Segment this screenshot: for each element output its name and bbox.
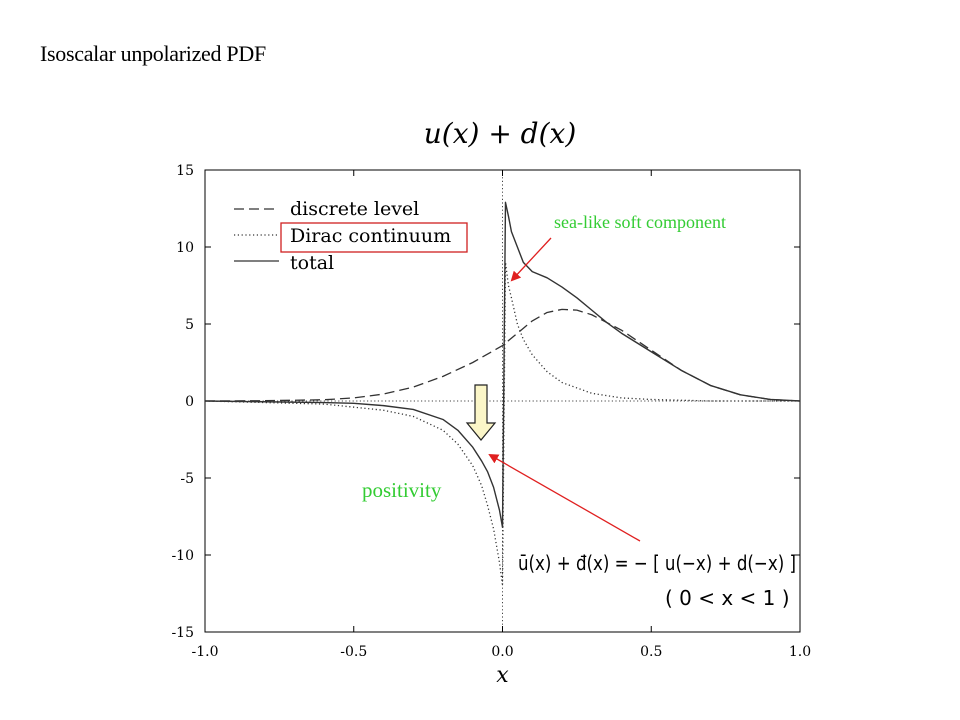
positivity-arrow xyxy=(488,454,641,542)
x-tick-label: 0.0 xyxy=(491,644,513,660)
legend-label-dirac: Dirac continuum xyxy=(290,225,451,247)
legend-label-total: total xyxy=(290,252,334,274)
formula-relation: ū(x) + đ(x) = − [ u(−x) + d(−x) ] xyxy=(518,551,796,575)
y-tick-label: 10 xyxy=(176,240,194,256)
y-tick-label: -5 xyxy=(180,471,194,487)
down-arrow-icon xyxy=(465,384,497,441)
series-line-total xyxy=(204,201,801,528)
x-tick-label: -0.5 xyxy=(340,644,367,660)
y-tick-label: 15 xyxy=(176,163,194,179)
x-tick-label: 0.5 xyxy=(640,644,662,660)
y-tick-label: 0 xyxy=(185,394,194,410)
y-tick-label: 5 xyxy=(185,317,194,333)
series-layer xyxy=(204,201,801,587)
x-tick-label: -1.0 xyxy=(192,644,219,660)
y-tick-label: -15 xyxy=(171,625,194,641)
dirac-highlight-box xyxy=(280,222,468,253)
y-tick-label: -10 xyxy=(171,548,194,564)
legend-label-discrete: discrete level xyxy=(290,198,419,220)
formula-range: ( 0 < x < 1 ) xyxy=(665,586,790,610)
chart-title: u(x) + d(x) xyxy=(424,117,577,150)
positivity-callout: positivity xyxy=(362,478,442,502)
legend: discrete level Dirac continuum total xyxy=(234,198,468,274)
slide-title: Isoscalar unpolarized PDF xyxy=(40,41,266,66)
axis-ticks: -1.0 -0.5 0.0 0.5 1.0 15 10 5 0 -5 -10 -15 xyxy=(171,163,811,660)
x-tick-label: 1.0 xyxy=(789,644,811,660)
sea-component-callout: sea-like soft component xyxy=(554,212,726,232)
sea-arrow xyxy=(510,237,552,282)
series-line-discrete-level xyxy=(204,308,801,402)
x-axis-label: x xyxy=(496,663,509,688)
